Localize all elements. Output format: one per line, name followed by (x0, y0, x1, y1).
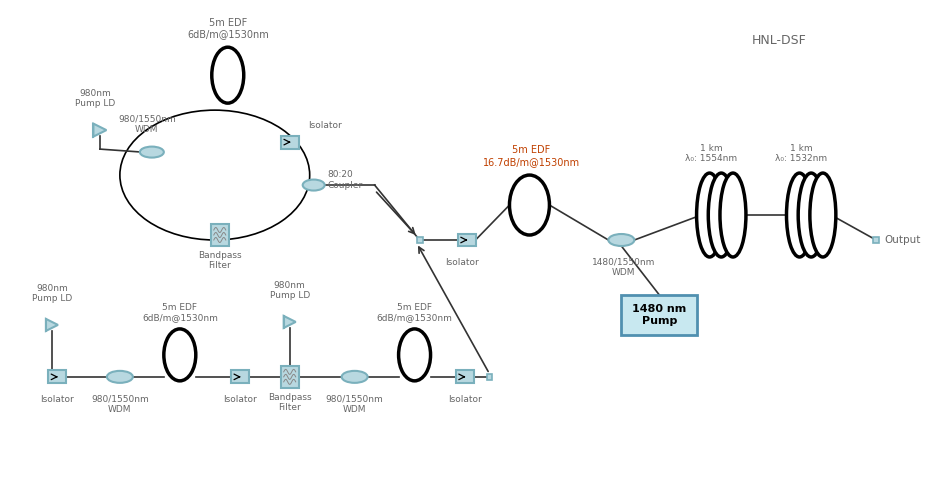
Bar (872, 237, 878, 243)
Ellipse shape (399, 329, 430, 381)
Text: Isolator: Isolator (308, 121, 341, 130)
Text: 1480/1550nm
WDM: 1480/1550nm WDM (591, 258, 654, 277)
Text: 980/1550nm
WDM: 980/1550nm WDM (325, 395, 383, 414)
Ellipse shape (341, 371, 367, 383)
Text: 5m EDF
6dB/m@1530nm: 5m EDF 6dB/m@1530nm (376, 303, 452, 322)
Text: 980nm
Pump LD: 980nm Pump LD (75, 89, 115, 108)
FancyBboxPatch shape (621, 295, 696, 335)
Ellipse shape (302, 180, 324, 190)
Bar (486, 374, 492, 380)
Ellipse shape (164, 329, 196, 381)
Ellipse shape (696, 173, 722, 257)
Text: 5m EDF
16.7dB/m@1530nm: 5m EDF 16.7dB/m@1530nm (482, 146, 579, 167)
Text: 980nm
Pump LD: 980nm Pump LD (32, 283, 72, 303)
Polygon shape (94, 123, 107, 136)
Text: 980/1550nm
WDM: 980/1550nm WDM (91, 395, 148, 414)
Text: 80:20
Coupler: 80:20 Coupler (327, 170, 362, 190)
Ellipse shape (120, 110, 310, 240)
FancyBboxPatch shape (280, 135, 298, 148)
FancyBboxPatch shape (48, 370, 66, 383)
Ellipse shape (707, 173, 733, 257)
Ellipse shape (211, 47, 244, 103)
Text: 5m EDF
6dB/m@1530nm: 5m EDF 6dB/m@1530nm (186, 18, 268, 39)
Text: Output: Output (883, 235, 920, 245)
Text: HNL-DSF: HNL-DSF (751, 34, 806, 47)
FancyBboxPatch shape (455, 370, 473, 383)
Ellipse shape (509, 175, 549, 235)
Text: 1 km
λ₀: 1554nm: 1 km λ₀: 1554nm (684, 144, 737, 163)
FancyBboxPatch shape (457, 233, 475, 246)
FancyBboxPatch shape (210, 224, 229, 246)
Ellipse shape (797, 173, 823, 257)
Text: 980/1550nm
WDM: 980/1550nm WDM (118, 115, 175, 134)
Bar (416, 237, 422, 243)
Ellipse shape (719, 173, 745, 257)
Ellipse shape (107, 371, 133, 383)
Text: 1 km
λ₀: 1532nm: 1 km λ₀: 1532nm (774, 144, 826, 163)
Ellipse shape (140, 147, 164, 158)
Text: Isolator: Isolator (447, 395, 481, 404)
Ellipse shape (786, 173, 812, 257)
Text: Isolator: Isolator (40, 395, 74, 404)
Text: Isolator: Isolator (222, 395, 257, 404)
Text: Bandpass
Filter: Bandpass Filter (268, 393, 311, 412)
Ellipse shape (608, 234, 634, 246)
Text: Isolator: Isolator (444, 258, 478, 267)
Polygon shape (46, 319, 57, 331)
FancyBboxPatch shape (231, 370, 248, 383)
Text: Bandpass
Filter: Bandpass Filter (197, 251, 241, 270)
Text: 1480 nm
Pump: 1480 nm Pump (631, 304, 686, 326)
Polygon shape (284, 316, 296, 328)
Text: 5m EDF
6dB/m@1530nm: 5m EDF 6dB/m@1530nm (142, 303, 218, 322)
Text: 980nm
Pump LD: 980nm Pump LD (269, 281, 310, 300)
Ellipse shape (809, 173, 835, 257)
FancyBboxPatch shape (280, 366, 298, 388)
